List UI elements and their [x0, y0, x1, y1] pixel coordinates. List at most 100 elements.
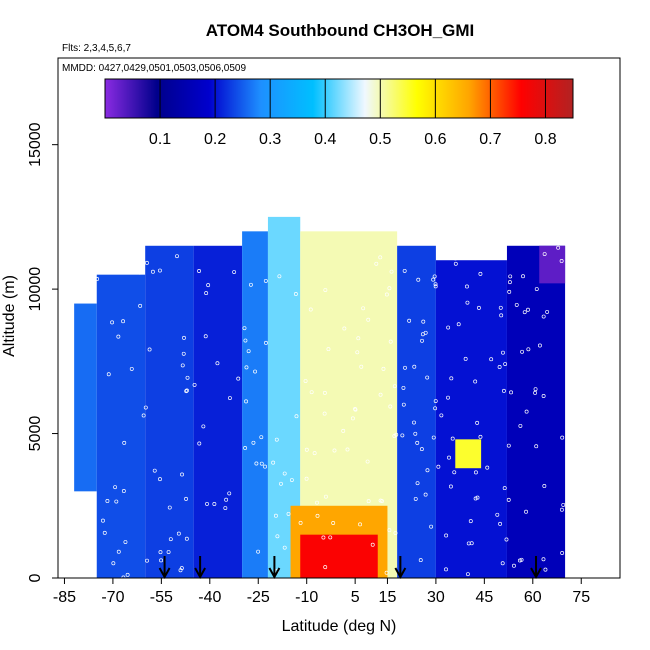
sample-point [429, 524, 434, 529]
sample-point [121, 319, 126, 324]
sample-point [545, 309, 550, 314]
sample-point [350, 416, 355, 421]
sample-point [526, 307, 530, 312]
sample-point [138, 303, 143, 308]
sample-point [370, 542, 375, 547]
sample-point [500, 561, 505, 566]
heatmap-cell [397, 245, 436, 578]
sample-point [514, 302, 519, 307]
sample-points-layer [85, 245, 566, 578]
sample-point [507, 280, 512, 285]
sample-point [304, 476, 309, 481]
sample-point [341, 428, 346, 433]
sample-point [322, 390, 327, 395]
sample-point [212, 502, 217, 506]
sample-point [180, 472, 184, 477]
sample-point [561, 502, 566, 507]
x-tick-label: -40 [198, 589, 221, 606]
sample-point [559, 507, 564, 512]
sample-point [449, 376, 454, 381]
heatmap-cell [242, 231, 268, 578]
sample-point [144, 260, 149, 265]
sample-point [178, 568, 183, 573]
sample-point [264, 340, 268, 345]
sample-point [465, 284, 469, 289]
sample-point [323, 494, 328, 499]
sample-point [282, 545, 287, 550]
x-tick-label: 60 [524, 589, 542, 606]
sample-point [303, 379, 308, 383]
sample-point [141, 413, 146, 418]
sample-point [246, 349, 251, 354]
heatmap-cell [539, 245, 566, 284]
heatmap-cell [435, 260, 507, 578]
sample-point [471, 252, 476, 257]
sample-point [223, 506, 228, 511]
sample-point [448, 484, 453, 489]
sample-point [121, 489, 126, 493]
colorbar: 0.1 0.2 0.3 0.4 0.5 0.6 0.7 0.8 [104, 78, 574, 148]
sample-point [416, 277, 421, 282]
sample-point [145, 558, 149, 563]
sample-point [355, 350, 360, 355]
sample-point [502, 486, 507, 491]
sample-point [387, 286, 392, 291]
sample-point [534, 444, 539, 449]
sample-point [501, 350, 505, 355]
sample-point [433, 284, 438, 289]
sample-point [374, 261, 379, 266]
sample-point [244, 365, 249, 370]
sample-point [152, 468, 157, 473]
sample-point [242, 326, 247, 331]
sample-point [315, 513, 320, 518]
colorbar-tick-label: 0.1 [149, 131, 171, 148]
sample-point [322, 411, 327, 416]
sample-point [143, 405, 148, 410]
sample-point [181, 351, 186, 356]
sample-point [392, 384, 397, 389]
sample-point [100, 518, 105, 523]
sample-point [273, 513, 278, 518]
colorbar-fill [104, 78, 574, 119]
sample-point [436, 464, 441, 469]
sample-point [446, 395, 450, 400]
sample-point [401, 402, 406, 407]
sample-point [251, 440, 256, 445]
sample-point [463, 356, 468, 361]
sample-point [433, 406, 438, 411]
sample-point [506, 497, 511, 502]
sample-point [389, 269, 394, 274]
sample-point [542, 252, 547, 257]
sample-point [236, 376, 241, 381]
sample-point [87, 574, 92, 578]
sample-point [453, 261, 458, 266]
heatmap-cell [193, 245, 243, 578]
sample-point [176, 531, 181, 536]
sample-point [147, 347, 152, 352]
sample-point [298, 520, 303, 525]
sample-point [271, 460, 276, 465]
sample-point [524, 509, 528, 514]
sample-point [378, 392, 383, 397]
sample-point [521, 274, 525, 279]
sample-point [433, 282, 438, 287]
chart-note: MMDD: 0427,0429,0501,0503,0506,0509 [62, 63, 246, 74]
sample-point [110, 320, 115, 325]
sample-point [520, 349, 525, 354]
sample-point [431, 435, 436, 440]
heatmap-layer [74, 216, 566, 578]
sample-point [485, 465, 490, 470]
sample-point [180, 363, 185, 368]
sample-point [522, 310, 527, 315]
sample-point [509, 390, 514, 395]
sample-point [121, 575, 126, 578]
sample-point [167, 505, 172, 510]
heatmap-cell [96, 274, 146, 578]
sample-point [425, 468, 430, 473]
sample-point [420, 338, 424, 343]
sample-point [114, 499, 119, 504]
sample-point [182, 335, 186, 340]
sample-point [489, 357, 494, 362]
sample-point [499, 313, 504, 318]
sample-point [289, 478, 294, 482]
